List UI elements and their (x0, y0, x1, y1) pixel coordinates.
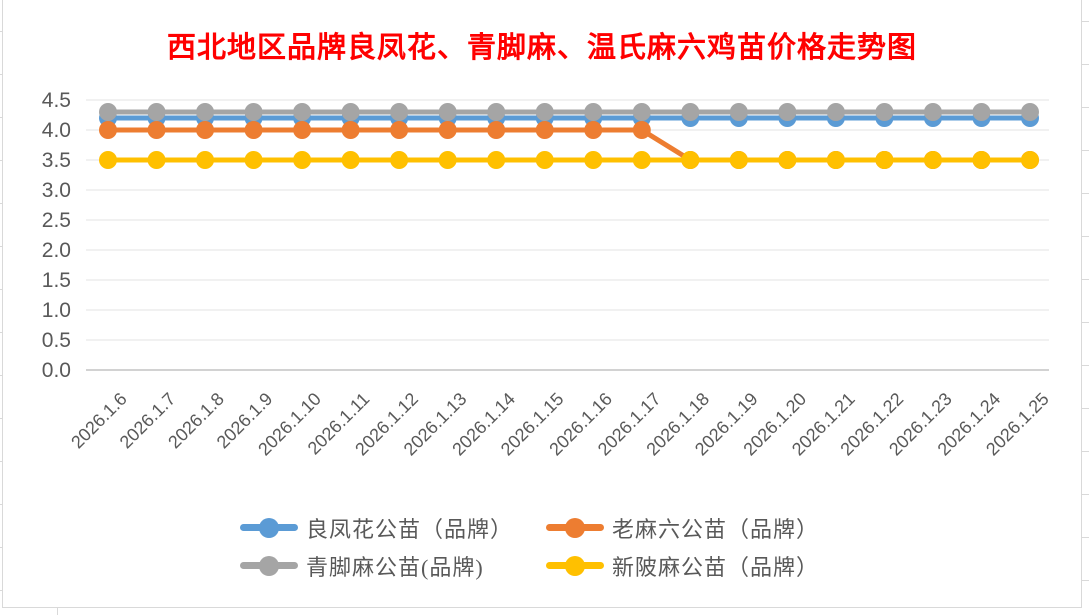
chart-plot-canvas: 0.0 0.5 1.0 1.5 2.0 2.5 3.0 3.5 4.0 4.5 2026.1.620… (42, 89, 1053, 460)
legend-item-qingjiaoma[interactable]: 青脚麻公苗(品牌) (240, 551, 546, 580)
svg-text:0.0: 0.0 (42, 359, 71, 382)
svg-text:4.5: 4.5 (42, 89, 71, 112)
legend-label: 老麻六公苗（品牌） (612, 516, 820, 542)
data-point (147, 121, 166, 139)
data-point (1021, 151, 1039, 169)
legend-grid: 良凤花公苗（品牌） 老麻六公苗（品牌） 青脚麻公苗(品牌) 新陂麻公苗（品牌） (240, 513, 844, 580)
data-point (293, 151, 312, 169)
svg-text:1.5: 1.5 (42, 269, 71, 292)
svg-text:3.0: 3.0 (42, 179, 71, 202)
data-point (826, 103, 845, 121)
legend-marker-gray (240, 555, 298, 576)
y-axis-labels: 0.0 0.5 1.0 1.5 2.0 2.5 3.0 3.5 4.0 4.5 (42, 89, 71, 382)
legend-item-liangfenghua[interactable]: 良凤花公苗（品牌） (240, 513, 546, 542)
legend-label: 良凤花公苗（品牌） (306, 516, 514, 542)
data-point (535, 151, 554, 169)
legend-item-xinpima[interactable]: 新陂麻公苗（品牌） (546, 551, 844, 580)
sheet-row-gridlines-right (1082, 0, 1089, 615)
data-point (293, 103, 312, 121)
data-point (729, 151, 748, 169)
data-point (487, 151, 506, 169)
data-point (584, 151, 603, 169)
data-point (972, 103, 991, 121)
data-point (244, 103, 263, 121)
data-point (535, 103, 554, 121)
data-point (584, 121, 603, 139)
legend-dot-icon (259, 555, 279, 576)
data-point (632, 151, 651, 169)
data-point (390, 121, 409, 139)
data-point (487, 103, 506, 121)
data-point (99, 151, 117, 169)
data-point (99, 103, 117, 121)
data-point (196, 151, 215, 169)
legend-dot-icon (565, 555, 585, 576)
data-point (923, 103, 942, 121)
data-point (196, 121, 215, 139)
svg-text:0.5: 0.5 (42, 329, 71, 352)
data-point (390, 103, 409, 121)
legend-label: 新陂麻公苗（品牌） (612, 554, 820, 580)
legend-marker-orange (546, 517, 604, 538)
legend-dot-icon (565, 517, 585, 538)
svg-text:3.5: 3.5 (42, 149, 71, 172)
data-point (438, 121, 457, 139)
legend-item-laomaliu[interactable]: 老麻六公苗（品牌） (546, 513, 844, 542)
data-point (244, 121, 263, 139)
chart-legend: 良凤花公苗（品牌） 老麻六公苗（品牌） 青脚麻公苗(品牌) 新陂麻公苗（品牌） (3, 513, 1081, 580)
data-point (535, 121, 554, 139)
data-point (147, 103, 166, 121)
data-point (778, 103, 797, 121)
legend-label: 青脚麻公苗(品牌) (306, 554, 484, 580)
y-gridlines (86, 99, 1049, 371)
data-point (632, 103, 651, 121)
data-point (438, 151, 457, 169)
data-point (729, 103, 748, 121)
svg-text:2.5: 2.5 (42, 209, 71, 232)
data-point (875, 103, 894, 121)
x-axis-labels: 2026.1.62026.1.72026.1.82026.1.92026.1.1… (67, 389, 1053, 460)
data-point (681, 103, 700, 121)
chart-title: 西北地区品牌良凤花、青脚麻、温氏麻六鸡苗价格走势图 (166, 32, 917, 64)
data-point (826, 151, 845, 169)
data-point (923, 151, 942, 169)
data-point (972, 151, 991, 169)
data-point (390, 151, 409, 169)
series-2 (99, 103, 1039, 121)
data-point (341, 121, 360, 139)
legend-marker-blue (240, 517, 298, 538)
data-point (681, 151, 700, 169)
svg-text:4.0: 4.0 (42, 119, 71, 142)
data-point (341, 151, 360, 169)
data-point (196, 103, 215, 121)
data-point (438, 103, 457, 121)
data-point (99, 121, 117, 139)
data-point (584, 103, 603, 121)
svg-text:2.0: 2.0 (42, 239, 71, 262)
data-point (244, 151, 263, 169)
sheet-column-gridline-bottom (57, 608, 58, 615)
legend-marker-yellow (546, 555, 604, 576)
data-point (293, 121, 312, 139)
svg-text:1.0: 1.0 (42, 299, 71, 322)
data-point (147, 151, 166, 169)
legend-dot-icon (259, 517, 279, 538)
series-3 (99, 151, 1039, 169)
data-point (341, 103, 360, 121)
data-point (778, 151, 797, 169)
data-point (632, 121, 651, 139)
data-point (875, 151, 894, 169)
data-point (1021, 103, 1039, 121)
data-point (487, 121, 506, 139)
